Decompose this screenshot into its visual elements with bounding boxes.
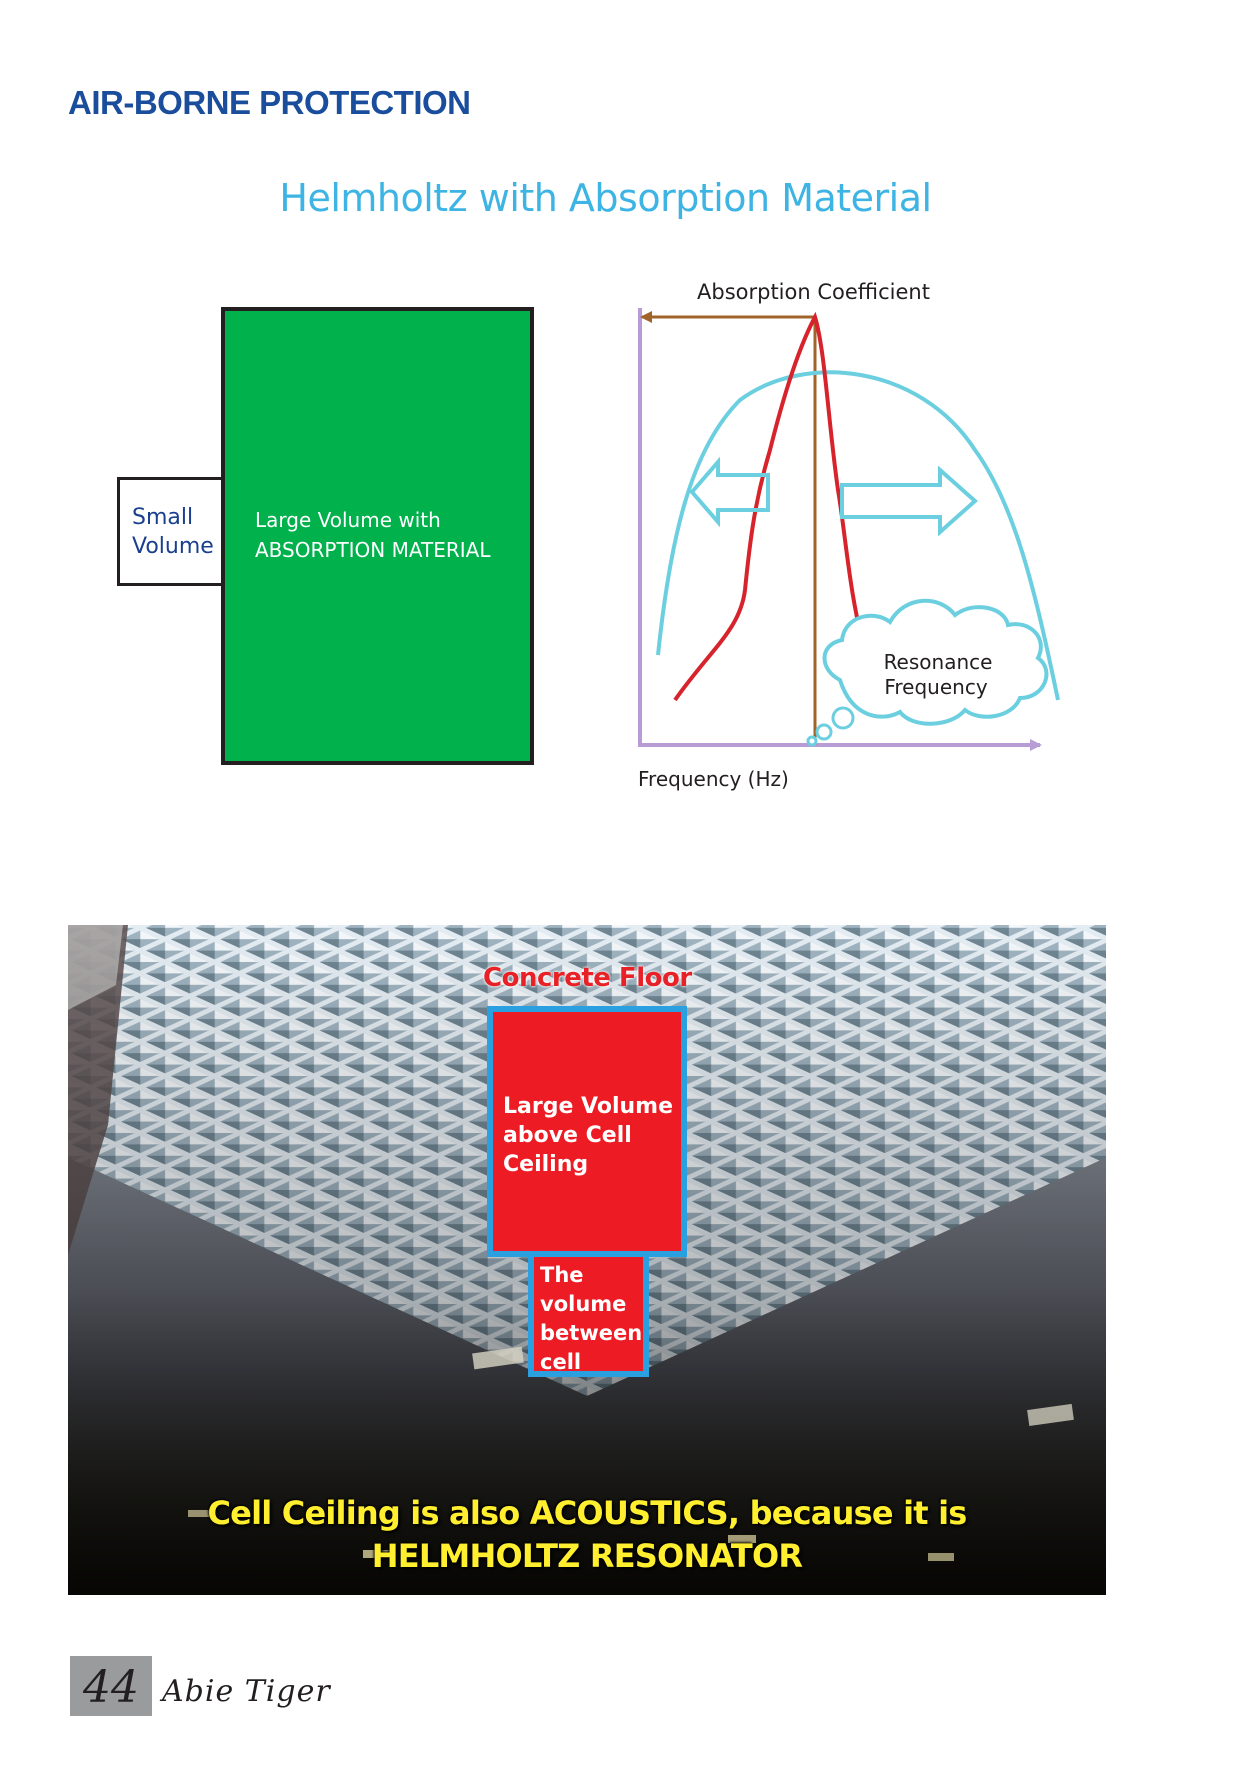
ceiling-light [928, 1553, 954, 1561]
cloud-bubble [815, 723, 833, 741]
ceiling-light [188, 1510, 212, 1517]
resonance-label-line2: Frequency [884, 675, 987, 699]
page-number-box: 44 [70, 1656, 152, 1716]
x-axis-label: Frequency (Hz) [638, 767, 789, 791]
cell-ceiling-photo: Concrete Floor Large Volume above Cell C… [68, 925, 1106, 1595]
resonance-cloud [822, 598, 1049, 726]
absorption-graph: Absorption Coefficient Resonance Frequen… [638, 280, 1060, 791]
large-volume-box: Large Volume with ABSORPTION MATERIAL [221, 307, 534, 765]
small-volume-box: Small Volume [117, 477, 227, 586]
ceiling-light [363, 1550, 391, 1558]
cell-volume-overlay: The volume between cell [528, 1251, 649, 1377]
large-volume-overlay-label: Large Volume above Cell Ceiling [503, 1094, 674, 1177]
page-number: 44 [83, 1662, 139, 1713]
photo-caption: Cell Ceiling is also ACOUSTICS, because … [207, 1494, 968, 1575]
large-volume-overlay: Large Volume above Cell Ceiling [487, 1006, 687, 1257]
ceiling-light [1027, 1403, 1074, 1426]
ceiling-light [472, 1346, 524, 1370]
shift-right-arrow [840, 465, 979, 537]
wide-absorption-curve [656, 370, 1060, 701]
resonance-label-line1: Resonance [884, 650, 993, 674]
page-subtitle: Helmholtz with Absorption Material [279, 176, 932, 220]
large-volume-label: Large Volume with ABSORPTION MATERIAL [255, 508, 491, 562]
section-title: AIR-BORNE PROTECTION [68, 84, 471, 121]
concrete-floor-label: Concrete Floor [483, 963, 692, 993]
cloud-bubble [831, 706, 855, 730]
cell-volume-overlay-label: The volume between cell [540, 1263, 643, 1374]
author-signature: Abie Tiger [162, 1674, 331, 1709]
ceiling-light [728, 1535, 756, 1543]
small-volume-label: Small Volume [132, 505, 214, 559]
cloud-bubble [806, 735, 818, 747]
shift-left-arrow [689, 456, 770, 528]
y-axis-label: Absorption Coefficient [697, 280, 930, 304]
